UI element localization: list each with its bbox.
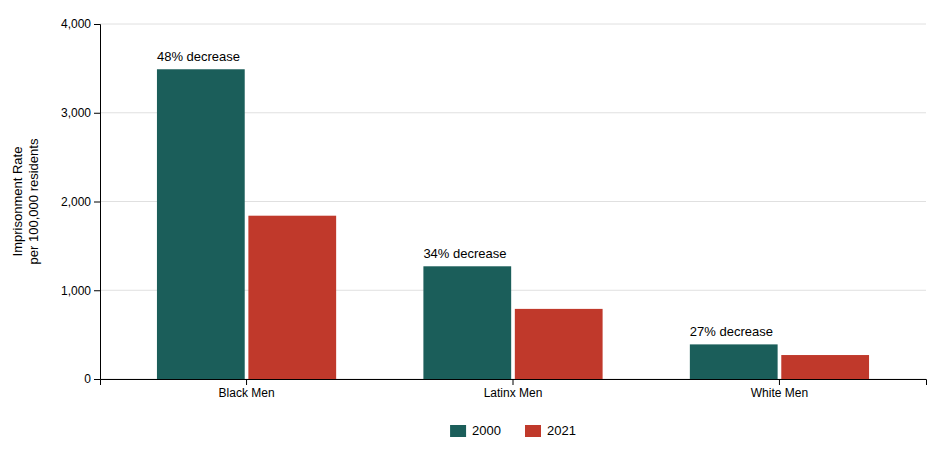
annotation: 48% decrease — [157, 49, 240, 64]
bar — [690, 344, 778, 379]
y-tick: 2,000 — [61, 195, 100, 209]
x-tick-label: Black Men — [219, 386, 275, 400]
legend-item: 2021 — [525, 423, 576, 438]
x-tick: Black Men — [219, 379, 275, 400]
annotations: 48% decrease 34% decrease 27% decrease — [157, 49, 773, 339]
y-tick: 0 — [84, 372, 100, 386]
y-tick-mark — [94, 24, 100, 25]
bar-series — [157, 69, 778, 379]
bar — [423, 266, 511, 379]
x-tick: Latinx Men — [484, 379, 543, 400]
annotation: 34% decrease — [423, 246, 506, 261]
x-tick-mark — [246, 379, 247, 385]
grid — [100, 24, 926, 379]
plot: 0 1,000 2,000 3,000 4,000 Black Men Latinx Men… — [61, 17, 927, 399]
annotation: 27% decrease — [690, 324, 773, 339]
y-tick-mark — [94, 379, 100, 380]
bar — [248, 216, 336, 379]
x-axis-line — [101, 380, 927, 386]
y-axis: 0 1,000 2,000 3,000 4,000 — [61, 17, 101, 386]
y-tick-mark — [94, 113, 100, 114]
y-tick: 4,000 — [61, 17, 100, 31]
legend-item: 2000 — [450, 423, 501, 438]
x-tick-mark — [513, 379, 514, 385]
legend-swatch — [525, 425, 541, 437]
legend-label: 2000 — [472, 423, 501, 438]
legend-label: 2021 — [547, 423, 576, 438]
y-tick: 1,000 — [61, 284, 100, 298]
bar-series — [248, 216, 869, 379]
y-tick-mark — [94, 290, 100, 291]
x-tick-label: Latinx Men — [484, 386, 543, 400]
y-axis-line — [94, 25, 101, 380]
legend: 2000 2021 — [450, 423, 576, 438]
bar — [781, 355, 869, 379]
bar — [157, 69, 245, 379]
y-tick: 3,000 — [61, 106, 100, 120]
chart: 0 1,000 2,000 3,000 4,000 Black Men Latinx Men… — [0, 0, 950, 463]
y-tick-mark — [94, 202, 100, 203]
x-tick: White Men — [751, 379, 808, 400]
y-tick-label: 2,000 — [61, 195, 91, 209]
legend-swatch — [450, 425, 466, 437]
bars — [157, 69, 869, 379]
x-tick-mark — [779, 379, 780, 385]
y-tick-label: 4,000 — [61, 17, 91, 31]
x-tick-label: White Men — [751, 386, 808, 400]
y-tick-label: 0 — [84, 372, 91, 386]
bar — [515, 309, 603, 379]
y-axis-title: Imprisonment Rateper 100,000 residents — [10, 138, 41, 264]
grid-line — [100, 24, 926, 25]
y-tick-label: 1,000 — [61, 284, 91, 298]
y-tick-label: 3,000 — [61, 106, 91, 120]
x-axis: Black Men Latinx Men White Men — [101, 379, 927, 400]
